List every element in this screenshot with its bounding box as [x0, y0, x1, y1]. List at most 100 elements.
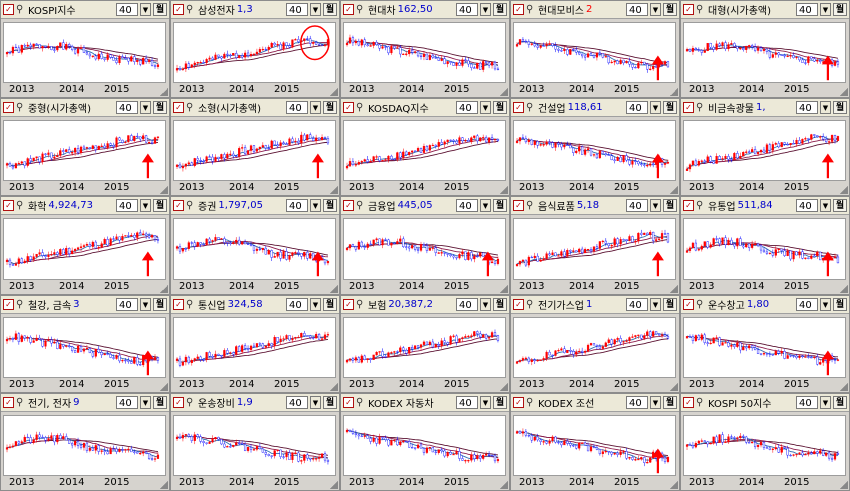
- search-icon[interactable]: ⚲: [526, 298, 534, 310]
- chart-panel[interactable]: ✓ ⚲ KOSDAQ지수 40 ▼ 월 2013 2014 2015: [340, 98, 510, 197]
- symbol-name[interactable]: 화학: [28, 202, 47, 214]
- resize-grip-icon[interactable]: [330, 88, 338, 97]
- period-input[interactable]: 40: [796, 297, 818, 311]
- timeframe-button[interactable]: 월: [153, 297, 167, 311]
- timeframe-button[interactable]: 월: [493, 199, 507, 213]
- chart-panel[interactable]: ✓ ⚲ 보험 20,387,2 40 ▼ 월 2013 2014 2015: [340, 294, 510, 393]
- period-input[interactable]: 40: [116, 101, 138, 115]
- symbol-name[interactable]: 증권: [198, 202, 217, 214]
- select-checkbox[interactable]: ✓: [3, 102, 14, 114]
- timeframe-button[interactable]: 월: [493, 395, 507, 409]
- chevron-down-icon[interactable]: ▼: [480, 3, 491, 16]
- price-chart[interactable]: [3, 120, 166, 182]
- resize-grip-icon[interactable]: [670, 88, 678, 97]
- timeframe-button[interactable]: 월: [493, 101, 507, 115]
- chevron-down-icon[interactable]: ▼: [140, 101, 151, 115]
- select-checkbox[interactable]: ✓: [3, 4, 14, 15]
- chart-panel[interactable]: ✓ ⚲ 현대차 162,50 40 ▼ 월 2013 2014 2015: [340, 0, 510, 99]
- symbol-name[interactable]: 유통업: [708, 202, 736, 214]
- period-input[interactable]: 40: [796, 199, 818, 213]
- search-icon[interactable]: ⚲: [16, 200, 24, 212]
- period-input[interactable]: 40: [116, 3, 138, 16]
- chart-panel[interactable]: ✓ ⚲ 전기가스업 1 40 ▼ 월 2013 2014 2015: [510, 294, 680, 393]
- chevron-down-icon[interactable]: ▼: [310, 297, 321, 311]
- chart-panel[interactable]: ✓ ⚲ 중형(시가총액) 40 ▼ 월 2013 2014 2015: [0, 98, 170, 197]
- period-input[interactable]: 40: [286, 101, 308, 115]
- timeframe-button[interactable]: 월: [153, 395, 167, 409]
- chevron-down-icon[interactable]: ▼: [310, 199, 321, 213]
- symbol-name[interactable]: 삼성전자: [198, 6, 235, 17]
- select-checkbox[interactable]: ✓: [173, 298, 184, 310]
- timeframe-button[interactable]: 월: [323, 101, 337, 115]
- chevron-down-icon[interactable]: ▼: [820, 101, 831, 115]
- price-chart[interactable]: [173, 218, 336, 280]
- timeframe-button[interactable]: 월: [493, 3, 507, 16]
- period-input[interactable]: 40: [116, 395, 138, 409]
- resize-grip-icon[interactable]: [840, 284, 848, 293]
- select-checkbox[interactable]: ✓: [513, 200, 524, 212]
- symbol-name[interactable]: KOSPI 50지수: [708, 398, 772, 410]
- select-checkbox[interactable]: ✓: [513, 102, 524, 114]
- chevron-down-icon[interactable]: ▼: [650, 101, 661, 115]
- period-input[interactable]: 40: [286, 297, 308, 311]
- price-chart[interactable]: [683, 120, 846, 182]
- timeframe-button[interactable]: 월: [663, 297, 677, 311]
- search-icon[interactable]: ⚲: [186, 396, 194, 408]
- select-checkbox[interactable]: ✓: [683, 4, 694, 15]
- chart-panel[interactable]: ✓ ⚲ KOSPI 50지수 40 ▼ 월 2013 2014 2015: [680, 392, 850, 491]
- chart-panel[interactable]: ✓ ⚲ 화학 4,924,73 40 ▼ 월 2013 2014 2015: [0, 196, 170, 295]
- resize-grip-icon[interactable]: [500, 88, 508, 97]
- timeframe-button[interactable]: 월: [323, 395, 337, 409]
- resize-grip-icon[interactable]: [330, 480, 338, 489]
- search-icon[interactable]: ⚲: [16, 4, 24, 15]
- chevron-down-icon[interactable]: ▼: [310, 101, 321, 115]
- search-icon[interactable]: ⚲: [526, 200, 534, 212]
- price-chart[interactable]: [173, 316, 336, 378]
- chevron-down-icon[interactable]: ▼: [650, 199, 661, 213]
- select-checkbox[interactable]: ✓: [513, 396, 524, 408]
- chart-panel[interactable]: ✓ ⚲ 운수창고 1,80 40 ▼ 월 2013 2014 2015: [680, 294, 850, 393]
- resize-grip-icon[interactable]: [330, 382, 338, 391]
- resize-grip-icon[interactable]: [500, 382, 508, 391]
- price-chart[interactable]: [683, 22, 846, 84]
- symbol-name[interactable]: 중형(시가총액): [28, 104, 92, 116]
- search-icon[interactable]: ⚲: [696, 396, 704, 408]
- timeframe-button[interactable]: 월: [663, 395, 677, 409]
- resize-grip-icon[interactable]: [160, 284, 168, 293]
- price-chart[interactable]: [3, 316, 166, 378]
- timeframe-button[interactable]: 월: [663, 101, 677, 115]
- search-icon[interactable]: ⚲: [696, 298, 704, 310]
- symbol-name[interactable]: 전기, 전자: [28, 398, 72, 410]
- select-checkbox[interactable]: ✓: [683, 396, 694, 408]
- select-checkbox[interactable]: ✓: [3, 200, 14, 212]
- select-checkbox[interactable]: ✓: [343, 396, 354, 408]
- select-checkbox[interactable]: ✓: [513, 4, 524, 15]
- search-icon[interactable]: ⚲: [16, 298, 24, 310]
- resize-grip-icon[interactable]: [840, 382, 848, 391]
- period-input[interactable]: 40: [626, 101, 648, 115]
- timeframe-button[interactable]: 월: [663, 199, 677, 213]
- timeframe-button[interactable]: 월: [153, 101, 167, 115]
- period-input[interactable]: 40: [456, 3, 478, 16]
- period-input[interactable]: 40: [456, 395, 478, 409]
- price-chart[interactable]: [683, 316, 846, 378]
- period-input[interactable]: 40: [456, 101, 478, 115]
- chart-panel[interactable]: ✓ ⚲ 음식료품 5,18 40 ▼ 월 2013 2014 2015: [510, 196, 680, 295]
- symbol-name[interactable]: 비금속광물: [708, 104, 754, 116]
- period-input[interactable]: 40: [796, 3, 818, 16]
- symbol-name[interactable]: 보험: [368, 300, 387, 312]
- chart-panel[interactable]: ✓ ⚲ 비금속광물 1, 40 ▼ 월 2013 2014 2015: [680, 98, 850, 197]
- resize-grip-icon[interactable]: [500, 186, 508, 195]
- select-checkbox[interactable]: ✓: [513, 298, 524, 310]
- symbol-name[interactable]: 현대모비스: [538, 6, 584, 17]
- chart-panel[interactable]: ✓ ⚲ 삼성전자 1,3 40 ▼ 월 2013 2014 2015: [170, 0, 340, 99]
- chart-panel[interactable]: ✓ ⚲ 건설업 118,61 40 ▼ 월 2013 2014 2015: [510, 98, 680, 197]
- search-icon[interactable]: ⚲: [356, 102, 364, 114]
- price-chart[interactable]: [513, 316, 676, 378]
- select-checkbox[interactable]: ✓: [173, 200, 184, 212]
- timeframe-button[interactable]: 월: [833, 199, 847, 213]
- resize-grip-icon[interactable]: [330, 186, 338, 195]
- select-checkbox[interactable]: ✓: [683, 102, 694, 114]
- search-icon[interactable]: ⚲: [186, 298, 194, 310]
- timeframe-button[interactable]: 월: [153, 199, 167, 213]
